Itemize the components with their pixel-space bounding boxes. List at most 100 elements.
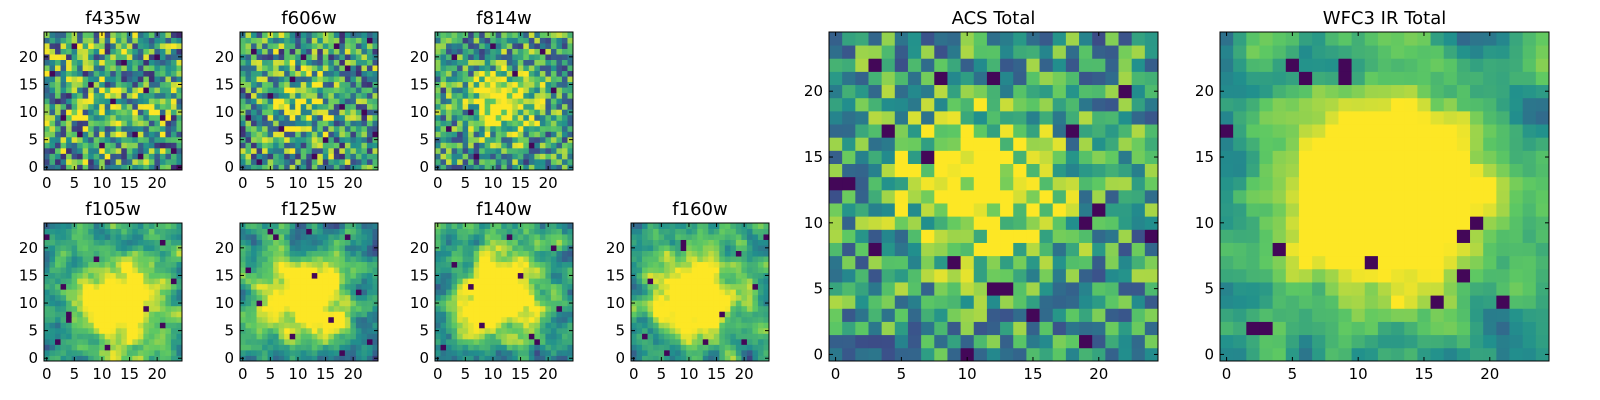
heatmap-cell (251, 131, 257, 138)
heatmap-cell (165, 103, 172, 110)
heatmap-cell (311, 261, 318, 268)
heatmap-cell (240, 267, 246, 274)
heatmap-cell (262, 234, 268, 240)
heatmap-cell (55, 131, 61, 138)
heatmap-cell (512, 37, 519, 44)
heatmap-cell (350, 109, 357, 116)
heatmap-cell (523, 223, 530, 229)
heatmap-cell (366, 272, 373, 279)
heatmap-cell (333, 114, 340, 121)
heatmap-cell (126, 92, 133, 99)
heatmap-cell (77, 234, 84, 240)
y-tick-label: 5 (28, 131, 38, 149)
heatmap-cell (328, 70, 335, 77)
heatmap-cell (355, 131, 362, 138)
heatmap-cell (735, 316, 742, 323)
heatmap-cell (344, 125, 351, 132)
heatmap-cell (176, 114, 183, 121)
heatmap-cell (278, 81, 285, 88)
heatmap-cell (561, 305, 568, 312)
heatmap-cell (300, 300, 307, 307)
heatmap-cell (121, 245, 128, 251)
heatmap-cell (829, 255, 843, 270)
heatmap-cell (317, 239, 324, 246)
heatmap-cell (539, 125, 546, 132)
heatmap-cell (126, 228, 133, 235)
heatmap-cell (842, 321, 856, 336)
heatmap-cell (344, 48, 351, 55)
heatmap-cell (741, 316, 748, 323)
heatmap-cell (468, 300, 475, 307)
heatmap-cell (708, 256, 715, 263)
heatmap-cell (121, 283, 128, 290)
heatmap-cell (71, 327, 78, 334)
heatmap-cell (1092, 255, 1106, 270)
heatmap-cell (306, 153, 313, 160)
heatmap-cell (262, 228, 268, 235)
heatmap-cell (256, 349, 263, 356)
x-tick-label: 20 (148, 174, 167, 192)
heatmap-cell (473, 142, 480, 149)
heatmap-cell (256, 65, 263, 72)
heatmap-cell (284, 272, 291, 279)
heatmap-cell (132, 261, 139, 268)
heatmap-cell (306, 81, 313, 88)
heatmap-cell (176, 125, 183, 132)
heatmap-cell (170, 305, 177, 312)
heatmap-cell (724, 267, 731, 274)
heatmap-cell (741, 272, 748, 279)
heatmap-cell (457, 239, 463, 246)
heatmap-cell (159, 278, 166, 285)
heatmap-cell (66, 327, 72, 334)
heatmap-cell (251, 267, 257, 274)
heatmap-cell (267, 147, 274, 154)
heatmap-cell (159, 131, 166, 138)
heatmap-cell (490, 283, 497, 290)
heatmap-cell (306, 65, 313, 72)
heatmap-cell (132, 114, 139, 121)
heatmap-cell (49, 272, 56, 279)
heatmap-cell (60, 234, 67, 240)
heatmap-cell (306, 48, 313, 55)
heatmap-cell (1039, 308, 1054, 322)
heatmap-cell (99, 131, 106, 138)
heatmap-cell (339, 65, 346, 72)
heatmap-cell (907, 150, 922, 164)
heatmap-cell (132, 344, 139, 351)
heatmap-cell (284, 109, 291, 116)
heatmap-cell (741, 261, 748, 268)
heatmap-cell (306, 109, 313, 116)
heatmap-cell (702, 344, 709, 351)
heatmap-cell (289, 228, 296, 235)
axes-frame (43, 31, 183, 171)
heatmap-cell (93, 355, 100, 362)
heatmap-cell (132, 142, 139, 149)
heatmap-cell (267, 125, 274, 132)
heatmap-cell (170, 228, 177, 235)
heatmap-cell (82, 289, 89, 296)
heatmap-cell (556, 245, 563, 251)
heatmap-cell (176, 228, 183, 235)
heatmap-cell (339, 327, 346, 334)
heatmap-cell (66, 355, 72, 362)
heatmap-cell (333, 300, 340, 307)
heatmap-cell (735, 234, 742, 240)
heatmap-cell (462, 37, 469, 44)
heatmap-cell (1105, 216, 1119, 230)
heatmap-cell (55, 103, 61, 110)
heatmap-cell (251, 322, 257, 329)
heatmap-cell (680, 267, 687, 274)
heatmap-cell (55, 294, 61, 301)
heatmap-cell (284, 278, 291, 285)
heatmap-cell (317, 48, 324, 55)
heatmap-cell (110, 223, 117, 229)
heatmap-cell (631, 344, 637, 351)
heatmap-cell (88, 234, 95, 240)
heatmap-cell (66, 32, 72, 38)
heatmap-cell (752, 223, 759, 229)
heatmap-cell (675, 261, 682, 268)
heatmap-cell (490, 70, 497, 77)
heatmap-cell (724, 272, 731, 279)
heatmap-cell (691, 338, 698, 345)
heatmap-cell (126, 70, 133, 77)
